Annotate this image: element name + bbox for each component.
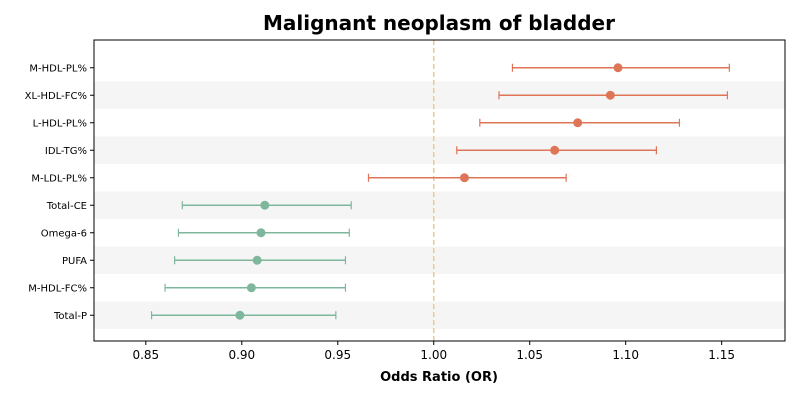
y-tick-label: M-HDL-PL%: [29, 63, 87, 74]
row-shade: [94, 136, 785, 164]
y-tick-label: M-LDL-PL%: [31, 173, 87, 184]
x-axis-label: Odds Ratio (OR): [380, 370, 498, 385]
y-tick-label: Total-CE: [46, 201, 87, 212]
or-point: [550, 145, 560, 155]
or-point: [246, 283, 256, 293]
x-tick-label: 1.00: [420, 348, 447, 362]
x-tick-label: 0.95: [324, 348, 351, 362]
y-tick-label: IDL-TG%: [45, 146, 87, 157]
chart-title: Malignant neoplasm of bladder: [263, 11, 615, 35]
or-point: [459, 173, 469, 183]
or-point: [235, 310, 245, 320]
or-point: [613, 63, 623, 73]
x-tick-label: 1.10: [612, 348, 639, 362]
or-point: [260, 200, 270, 210]
or-point: [252, 255, 262, 265]
y-tick-label: M-HDL-FC%: [28, 283, 87, 294]
plot-frame: [93, 39, 786, 342]
or-point: [256, 228, 266, 238]
x-tick-label: 1.05: [516, 348, 543, 362]
y-tick-label: Total-P: [53, 311, 87, 322]
y-tick-label: PUFA: [62, 256, 87, 267]
or-point: [573, 118, 583, 128]
x-tick-label: 1.15: [708, 348, 735, 362]
y-tick-label: XL-HDL-FC%: [25, 91, 87, 102]
plot-area: M-HDL-PL% XL-HDL-FC% L-HDL-PL% IDL-TG% M-LDL…: [25, 39, 786, 362]
x-tick-label: 0.85: [132, 348, 159, 362]
x-tick-label: 0.90: [228, 348, 255, 362]
y-tick-label: Omega-6: [41, 228, 87, 239]
or-point: [605, 90, 615, 100]
y-tick-label: L-HDL-PL%: [33, 118, 87, 129]
